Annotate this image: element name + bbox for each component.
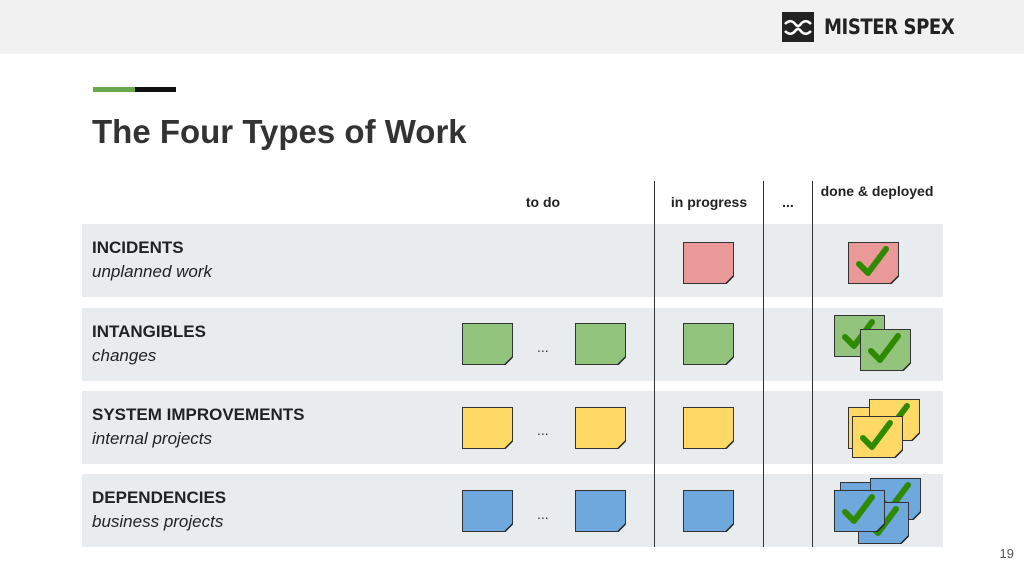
accent-black-segment [135,87,176,92]
sticky-note [575,323,626,365]
sticky-note [683,323,734,365]
sticky-note [683,490,734,532]
check-icon [856,246,889,276]
column-header-done: done & deployed [820,183,934,199]
sticky-note [462,490,513,532]
sticky-note [683,242,734,284]
check-icon [842,494,875,524]
column-header-in-progress: in progress [670,194,748,210]
sticky-note-done [848,242,899,284]
top-bar [0,0,1024,54]
sticky-note [575,490,626,532]
row-title: INCIDENTS [92,238,184,257]
sticky-note-done [860,329,911,371]
row-subtitle: unplanned work [92,262,213,281]
check-icon [868,333,901,363]
sticky-note [462,323,513,365]
column-divider [654,181,655,547]
brand-logo: MISTER SPEX [782,12,976,42]
ellipsis: ... [537,339,549,355]
row-subtitle: internal projects [92,429,213,448]
page-number: 19 [999,546,1014,561]
brand-name: MISTER SPEX [824,15,955,39]
ellipsis: ... [537,506,549,522]
accent-green-segment [93,87,135,92]
check-icon [860,420,893,450]
sticky-note-done [834,490,885,532]
column-header-todo: to do [525,194,561,210]
row-title: SYSTEM IMPROVEMENTS [92,405,305,424]
column-divider [812,181,813,547]
row-title: INTANGIBLES [92,322,206,341]
row-incidents: INCIDENTS unplanned work [82,224,943,297]
row-title: DEPENDENCIES [92,488,227,507]
sticky-note-done [852,416,903,458]
column-divider [763,181,764,547]
row-subtitle: changes [92,346,157,365]
sticky-note [462,407,513,449]
glasses-icon [782,12,814,42]
sticky-note [683,407,734,449]
slide-title: The Four Types of Work [92,113,467,150]
ellipsis: ... [537,422,549,438]
row-intangibles: INTANGIBLES changes [82,308,943,381]
row-subtitle: business projects [92,512,224,531]
column-header-ellipsis: ... [782,194,794,210]
sticky-note [575,407,626,449]
